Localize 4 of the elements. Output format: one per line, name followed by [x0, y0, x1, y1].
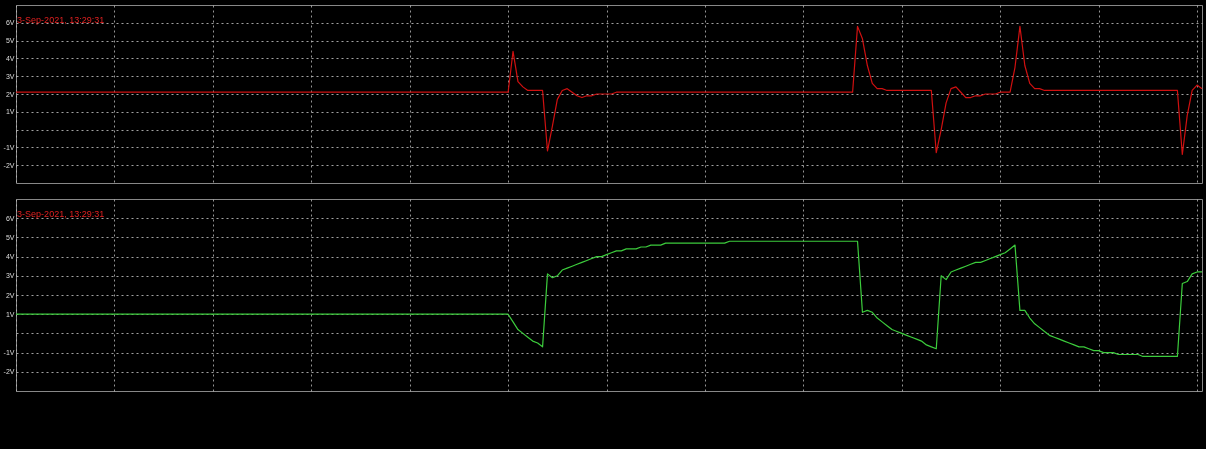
- line-series: [15, 240, 1203, 358]
- text: 3-Sep-2021, 13:29:31: [17, 15, 105, 25]
- text: 3-Sep-2021, 13:29:31: [17, 209, 105, 219]
- line-series: [15, 25, 1203, 156]
